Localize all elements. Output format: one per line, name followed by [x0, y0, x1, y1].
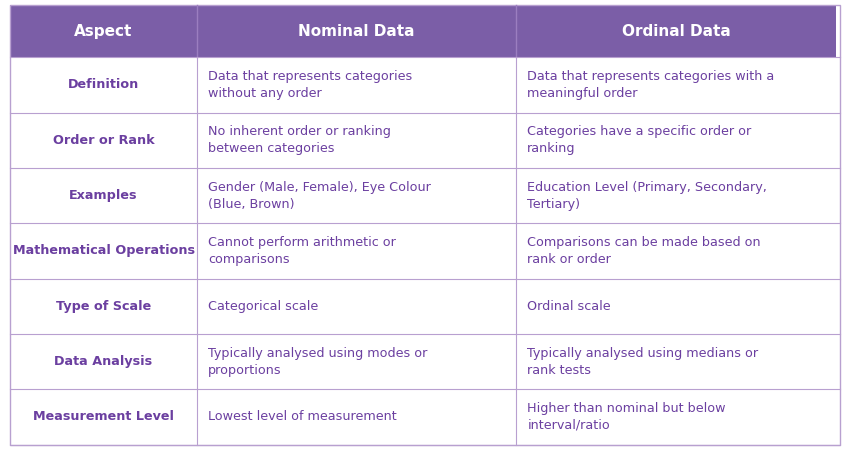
Text: Ordinal scale: Ordinal scale: [527, 300, 611, 313]
FancyBboxPatch shape: [10, 57, 197, 112]
Text: Mathematical Operations: Mathematical Operations: [13, 244, 195, 257]
FancyBboxPatch shape: [197, 334, 516, 389]
Text: No inherent order or ranking
between categories: No inherent order or ranking between cat…: [208, 125, 391, 155]
Text: Aspect: Aspect: [74, 24, 133, 39]
Text: Definition: Definition: [68, 78, 139, 91]
FancyBboxPatch shape: [10, 112, 197, 168]
FancyBboxPatch shape: [197, 5, 516, 57]
FancyBboxPatch shape: [516, 334, 836, 389]
FancyBboxPatch shape: [197, 223, 516, 279]
FancyBboxPatch shape: [516, 5, 836, 57]
FancyBboxPatch shape: [10, 223, 197, 279]
Text: Data that represents categories
without any order: Data that represents categories without …: [208, 70, 412, 100]
FancyBboxPatch shape: [516, 112, 836, 168]
Text: Ordinal Data: Ordinal Data: [621, 24, 730, 39]
Text: Examples: Examples: [70, 189, 138, 202]
FancyBboxPatch shape: [516, 389, 836, 445]
FancyBboxPatch shape: [10, 279, 197, 334]
FancyBboxPatch shape: [516, 168, 836, 223]
Text: Typically analysed using modes or
proportions: Typically analysed using modes or propor…: [208, 346, 428, 377]
Text: Data that represents categories with a
meaningful order: Data that represents categories with a m…: [527, 70, 774, 100]
FancyBboxPatch shape: [10, 389, 197, 445]
Text: Typically analysed using medians or
rank tests: Typically analysed using medians or rank…: [527, 346, 758, 377]
Text: Education Level (Primary, Secondary,
Tertiary): Education Level (Primary, Secondary, Ter…: [527, 180, 768, 211]
Text: Cannot perform arithmetic or
comparisons: Cannot perform arithmetic or comparisons: [208, 236, 396, 266]
Text: Order or Rank: Order or Rank: [53, 134, 155, 147]
Text: Higher than nominal but below
interval/ratio: Higher than nominal but below interval/r…: [527, 402, 726, 432]
FancyBboxPatch shape: [197, 279, 516, 334]
Text: Measurement Level: Measurement Level: [33, 410, 174, 423]
FancyBboxPatch shape: [197, 112, 516, 168]
Text: Nominal Data: Nominal Data: [298, 24, 415, 39]
Text: Comparisons can be made based on
rank or order: Comparisons can be made based on rank or…: [527, 236, 761, 266]
FancyBboxPatch shape: [10, 334, 197, 389]
FancyBboxPatch shape: [10, 5, 197, 57]
Text: Gender (Male, Female), Eye Colour
(Blue, Brown): Gender (Male, Female), Eye Colour (Blue,…: [208, 180, 431, 211]
FancyBboxPatch shape: [197, 57, 516, 112]
FancyBboxPatch shape: [516, 57, 836, 112]
FancyBboxPatch shape: [10, 168, 197, 223]
Text: Type of Scale: Type of Scale: [56, 300, 151, 313]
FancyBboxPatch shape: [197, 168, 516, 223]
FancyBboxPatch shape: [516, 279, 836, 334]
FancyBboxPatch shape: [197, 389, 516, 445]
Text: Categorical scale: Categorical scale: [208, 300, 318, 313]
Text: Data Analysis: Data Analysis: [54, 355, 153, 368]
FancyBboxPatch shape: [516, 223, 836, 279]
Text: Categories have a specific order or
ranking: Categories have a specific order or rank…: [527, 125, 751, 155]
Text: Lowest level of measurement: Lowest level of measurement: [208, 410, 397, 423]
